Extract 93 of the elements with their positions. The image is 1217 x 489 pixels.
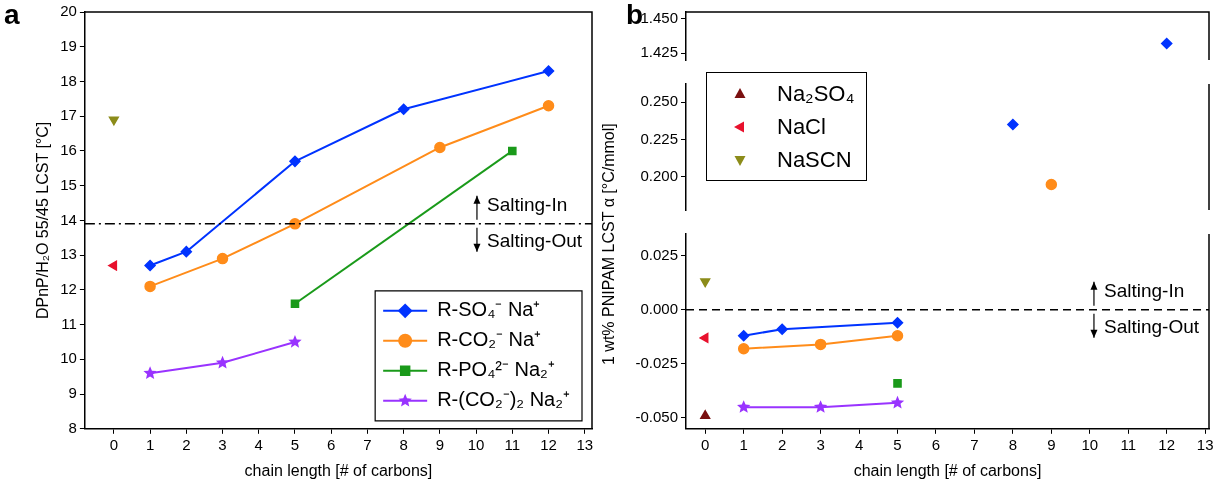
point bbox=[700, 410, 711, 420]
x-tick-label: 1 bbox=[145, 435, 155, 453]
point bbox=[890, 395, 905, 409]
x-tick-label: 6 bbox=[931, 435, 941, 453]
y-tick-label: 15 bbox=[60, 175, 77, 193]
x-tick-label: 3 bbox=[816, 435, 825, 453]
y-tick-label: 17 bbox=[60, 106, 77, 124]
x-tick-label: 11 bbox=[504, 435, 521, 453]
y-tick-label: 18 bbox=[60, 71, 77, 89]
x-tick-label: 1 bbox=[739, 435, 748, 453]
x-tick-label: 2 bbox=[777, 435, 787, 453]
x-axis-title: chain length [# of carbons] bbox=[853, 461, 1042, 479]
point bbox=[180, 245, 193, 258]
legend-label: NaSCN bbox=[777, 146, 852, 173]
x-tick-label: 9 bbox=[435, 435, 445, 453]
x-tick-label: 0 bbox=[701, 435, 710, 453]
point bbox=[108, 260, 118, 271]
point bbox=[891, 329, 904, 342]
point bbox=[289, 155, 301, 168]
x-tick-label: 4 bbox=[854, 435, 864, 453]
y-tick-label: 9 bbox=[68, 384, 77, 402]
legend-label: NaCl bbox=[777, 113, 826, 140]
point bbox=[542, 100, 555, 112]
point bbox=[542, 65, 555, 77]
point bbox=[508, 146, 517, 156]
point bbox=[737, 329, 750, 342]
annotation: Salting-In bbox=[486, 194, 568, 216]
point bbox=[891, 316, 904, 329]
x-tick-label: 9 bbox=[1047, 435, 1056, 453]
x-tick-label: 13 bbox=[576, 435, 594, 453]
y-tick-label: 0.200 bbox=[640, 167, 678, 185]
point bbox=[144, 280, 156, 293]
x-tick-label: 11 bbox=[1120, 435, 1137, 453]
x-tick-label: 10 bbox=[1081, 435, 1099, 453]
y-tick-label: -0.050 bbox=[635, 408, 678, 426]
y-tick-label: 11 bbox=[61, 314, 77, 332]
y-axis-title: 1 wt% PNIPAM LCST α [°C/mmol] bbox=[600, 122, 618, 368]
x-tick-label: 5 bbox=[290, 435, 300, 453]
y-tick-label: 13 bbox=[60, 245, 77, 263]
x-tick-label: 6 bbox=[327, 435, 336, 453]
x-tick-label: 8 bbox=[1008, 435, 1018, 453]
x-tick-label: 2 bbox=[182, 435, 191, 453]
x-tick-label: 5 bbox=[893, 435, 902, 453]
point bbox=[216, 252, 229, 265]
y-tick-label: 16 bbox=[60, 141, 77, 159]
y-tick-label: 1.425 bbox=[640, 43, 678, 61]
annotation: Salting-Out bbox=[486, 230, 583, 252]
x-tick-label: 13 bbox=[1196, 435, 1214, 453]
point bbox=[215, 355, 230, 369]
point bbox=[143, 366, 157, 379]
x-tick-label: 7 bbox=[970, 435, 979, 453]
y-tick-label: 10 bbox=[60, 349, 77, 367]
x-tick-label: 7 bbox=[363, 435, 372, 453]
y-tick-label: 14 bbox=[60, 210, 77, 228]
legend-label: R-SO₄⁻ Na⁺ bbox=[437, 298, 541, 321]
point bbox=[699, 332, 709, 343]
legend-label: R-(CO₂⁻)₂ Na₂⁺ bbox=[437, 388, 571, 411]
x-tick-label: 8 bbox=[399, 435, 408, 453]
legend-label: R-CO₂⁻ Na⁺ bbox=[437, 328, 542, 351]
legend-label: Na₂SO₄ bbox=[777, 80, 855, 107]
legend-label: R-PO₄²⁻ Na₂⁺ bbox=[437, 358, 555, 381]
y-tick-label: 20 bbox=[60, 2, 77, 20]
x-tick-label: 10 bbox=[467, 435, 485, 453]
point bbox=[288, 334, 302, 348]
x-tick-label: 0 bbox=[109, 435, 119, 453]
chart-title: a bbox=[4, 0, 20, 30]
point bbox=[737, 400, 751, 413]
point bbox=[776, 323, 788, 335]
x-tick-label: 4 bbox=[254, 435, 263, 453]
y-tick-label: 0.225 bbox=[640, 129, 678, 147]
point bbox=[290, 299, 300, 309]
point bbox=[144, 259, 156, 272]
point bbox=[397, 103, 410, 115]
y-tick-label: 0.250 bbox=[640, 92, 678, 110]
point bbox=[813, 400, 828, 413]
y-tick-label: 19 bbox=[60, 36, 77, 54]
point bbox=[434, 141, 446, 154]
point bbox=[108, 116, 119, 126]
x-axis-title: chain length [# of carbons] bbox=[244, 461, 433, 479]
y-tick-label: -0.025 bbox=[635, 354, 678, 372]
point bbox=[737, 342, 750, 355]
y-axis-title: DPnP/H₂O 55/45 LCST [°C] bbox=[34, 121, 52, 320]
point bbox=[814, 338, 827, 351]
annotation: Salting-Out bbox=[1103, 315, 1200, 337]
y-tick-label: 0.000 bbox=[640, 299, 678, 317]
x-tick-label: 3 bbox=[218, 435, 227, 453]
annotation: Salting-In bbox=[1103, 279, 1185, 301]
x-tick-label: 12 bbox=[540, 435, 557, 453]
point bbox=[700, 278, 711, 288]
y-tick-label: 8 bbox=[68, 418, 77, 436]
x-tick-label: 12 bbox=[1158, 435, 1176, 453]
y-tick-label: 12 bbox=[60, 280, 77, 298]
y-tick-label: 0.025 bbox=[640, 245, 678, 263]
